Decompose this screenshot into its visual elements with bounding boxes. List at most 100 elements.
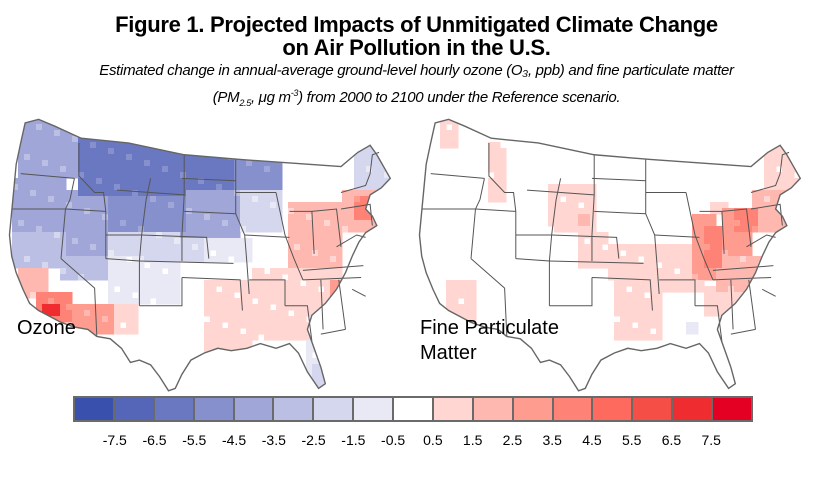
grid-cell (24, 154, 31, 161)
grid-cell (488, 154, 495, 161)
grid-cell (54, 178, 61, 185)
grid-cell (366, 184, 373, 191)
grid-cell (126, 328, 133, 335)
grid-cell (650, 292, 657, 299)
grid-cell (758, 226, 765, 233)
grid-cell (180, 220, 187, 227)
grid-cell (168, 178, 175, 185)
grid-cell (252, 220, 259, 227)
grid-cell (560, 202, 567, 209)
grid-cell (354, 298, 361, 305)
grid-cell (162, 154, 169, 161)
grid-cell (138, 136, 145, 143)
grid-cell (246, 178, 253, 185)
grid-cell (312, 244, 319, 251)
grid-cell (60, 316, 67, 323)
legend-tick-labels: -7.5 -6.5 -5.5 -4.5 -3.5 -2.5 -1.5 -0.5 0.5 1.5 2.… (0, 432, 833, 452)
grid-cell (114, 190, 121, 197)
grid-cell (126, 196, 133, 203)
grid-cell (132, 190, 139, 197)
grid-cell (42, 130, 49, 137)
grid-cell (204, 208, 211, 215)
grid-cell (96, 316, 103, 323)
grid-cell (674, 286, 681, 293)
grid-cell (138, 280, 145, 287)
grid-cell (360, 166, 367, 173)
grid-cell (228, 214, 235, 221)
grid-cell (710, 268, 717, 275)
grid-cell (240, 202, 247, 209)
grid-cell (102, 220, 109, 227)
grid-cell (294, 310, 301, 317)
grid-cell (150, 238, 157, 245)
grid-cell (78, 268, 85, 275)
grid-cell (318, 256, 325, 263)
grid-cell (192, 250, 199, 257)
grid-cell (24, 238, 31, 245)
grid-cell (650, 322, 657, 329)
grid-cell (336, 316, 343, 323)
grid-cell (306, 340, 313, 347)
grid-cell (614, 286, 621, 293)
grid-cell (710, 250, 717, 257)
grid-cell (108, 322, 115, 329)
grid-cell (740, 256, 747, 263)
grid-cell (162, 238, 169, 245)
grid-cell (36, 178, 43, 185)
grid-cell (84, 304, 91, 311)
grid-cell (162, 196, 169, 203)
grid-cell (638, 244, 645, 251)
subtitle-sup: -3 (290, 88, 299, 98)
grid-cell (60, 172, 67, 179)
grid-cell (90, 322, 97, 329)
grid-cell (204, 196, 211, 203)
grid-cell (632, 328, 639, 335)
grid-cell (42, 142, 49, 149)
grid-cell (72, 274, 79, 281)
grid-cell (78, 316, 85, 323)
grid-cell (288, 214, 295, 221)
grid-cell (614, 322, 621, 329)
grid-cell (24, 214, 31, 221)
grid-cell (584, 196, 591, 203)
grid-cell (126, 262, 133, 269)
grid-cell (192, 232, 199, 239)
grid-cell (578, 184, 585, 191)
grid-cell (342, 298, 349, 305)
grid-cell (210, 328, 217, 335)
grid-cell (96, 328, 103, 335)
grid-cell (138, 268, 145, 275)
grid-cell (48, 262, 55, 269)
grid-cell (252, 304, 259, 311)
grid-cell (764, 256, 771, 263)
grid-cell (620, 262, 627, 269)
grid-cell (132, 119, 139, 125)
grid-cell (740, 232, 747, 239)
grid-cell (252, 202, 259, 209)
grid-cell (710, 304, 717, 311)
grid-cell (306, 250, 313, 257)
grid-cell (234, 244, 241, 251)
grid-cell (204, 346, 211, 353)
grid-cell (348, 280, 355, 287)
grid-cell (240, 250, 247, 257)
grid-cell (782, 160, 789, 167)
grid-cell (234, 280, 241, 287)
grid-cell (84, 244, 91, 251)
grid-cell (222, 244, 229, 251)
grid-cell (168, 232, 175, 239)
grid-cell (258, 274, 265, 281)
grid-cell (264, 154, 271, 161)
grid-cell (366, 160, 373, 167)
grid-cell (210, 190, 217, 197)
grid-cell (572, 214, 579, 221)
grid-cell (108, 286, 115, 293)
grid-cell (650, 268, 657, 275)
grid-cell (500, 148, 507, 155)
grid-cell (192, 190, 199, 197)
grid-cell (638, 292, 645, 299)
grid-cell (704, 286, 711, 293)
grid-cell (168, 184, 175, 191)
grid-cell (216, 280, 223, 287)
grid-cell (180, 196, 187, 203)
